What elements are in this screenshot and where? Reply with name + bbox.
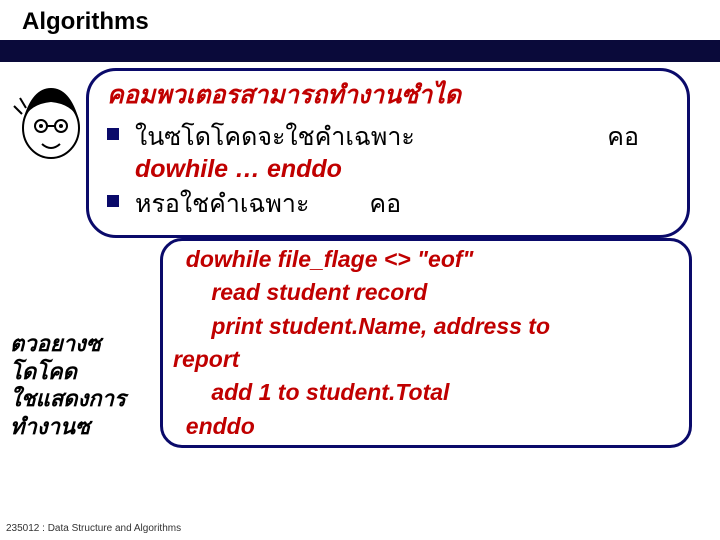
example-label-line: ทำงานซ (10, 413, 160, 441)
bullet-text: ในซโดโคดจะใชคำเฉพาะ (135, 117, 415, 157)
code-line: add 1 to student.Total (173, 376, 679, 409)
example-label: ตวอยางซ โดโคด ใชแสดงการ ทำงานซ (10, 330, 160, 440)
cartoon-avatar-icon (12, 80, 90, 170)
pseudocode-box: dowhile file_flage <> "eof" read student… (160, 238, 692, 448)
red-subtext: dowhile … enddo (135, 155, 669, 184)
bullet-marker-icon (107, 128, 119, 140)
code-line: dowhile file_flage <> "eof" (173, 243, 679, 276)
main-content-box: คอมพวเตอรสามารถทำงานซำได ในซโดโคดจะใชคำเ… (86, 68, 690, 238)
slide-header: Algorithms (0, 0, 720, 62)
bullet-item: ในซโดโคดจะใชคำเฉพาะ คอ (107, 117, 669, 157)
bullet-text: หรอใชคำเฉพาะ (135, 184, 309, 224)
bullet-item: หรอใชคำเฉพาะ คอ (107, 184, 669, 224)
main-heading: คอมพวเตอรสามารถทำงานซำได (107, 75, 669, 115)
slide-footer: 235012 : Data Structure and Algorithms (6, 523, 181, 534)
example-label-line: ตวอยางซ (10, 330, 160, 358)
slide-content: คอมพวเตอรสามารถทำงานซำได ในซโดโคดจะใชคำเ… (0, 62, 720, 540)
bullet-tail: คอ (607, 117, 669, 157)
header-bar (0, 40, 720, 62)
code-line: enddo (173, 410, 679, 443)
code-line: report (173, 343, 679, 376)
code-line: read student record (173, 276, 679, 309)
example-label-line: ใชแสดงการ (10, 385, 160, 413)
bullet-tail: คอ (309, 184, 431, 224)
example-label-line: โดโคด (10, 358, 160, 386)
code-line: print student.Name, address to (173, 310, 679, 343)
slide-title: Algorithms (22, 8, 149, 36)
bullet-marker-icon (107, 195, 119, 207)
